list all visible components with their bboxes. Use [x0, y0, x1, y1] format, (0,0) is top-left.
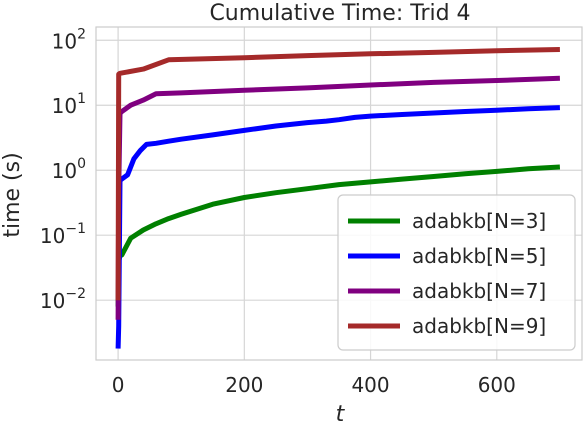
plot-area: 0 200 400 600 10−2 10−1 100 101 102 adabkb[N=3] ad…	[40, 26, 583, 397]
x-tick-label: 600	[478, 373, 516, 397]
series-line-2	[115, 105, 560, 349]
series-line-4	[115, 47, 560, 301]
chart-title: Cumulative Time: Trid 4	[209, 1, 470, 26]
y-tick-label: 10−1	[40, 221, 86, 248]
x-tick-label: 200	[225, 373, 263, 397]
y-axis-label: time (s)	[0, 152, 25, 237]
x-tick-label: 0	[112, 373, 125, 397]
legend-label: adabkb[N=5]	[412, 244, 546, 268]
plot-frame	[95, 26, 583, 361]
y-tick-label: 102	[52, 26, 86, 53]
legend-label: adabkb[N=7]	[412, 279, 546, 303]
y-tick-label: 100	[52, 156, 86, 183]
x-tick-label: 400	[351, 373, 389, 397]
legend-label: adabkb[N=3]	[412, 209, 546, 233]
legend	[337, 194, 576, 351]
y-tick-label: 101	[52, 91, 86, 118]
legend-label: adabkb[N=9]	[412, 314, 546, 338]
x-axis-label: t	[336, 402, 346, 426]
series-line-1	[115, 164, 561, 307]
y-tick-label: 10−2	[40, 286, 86, 313]
